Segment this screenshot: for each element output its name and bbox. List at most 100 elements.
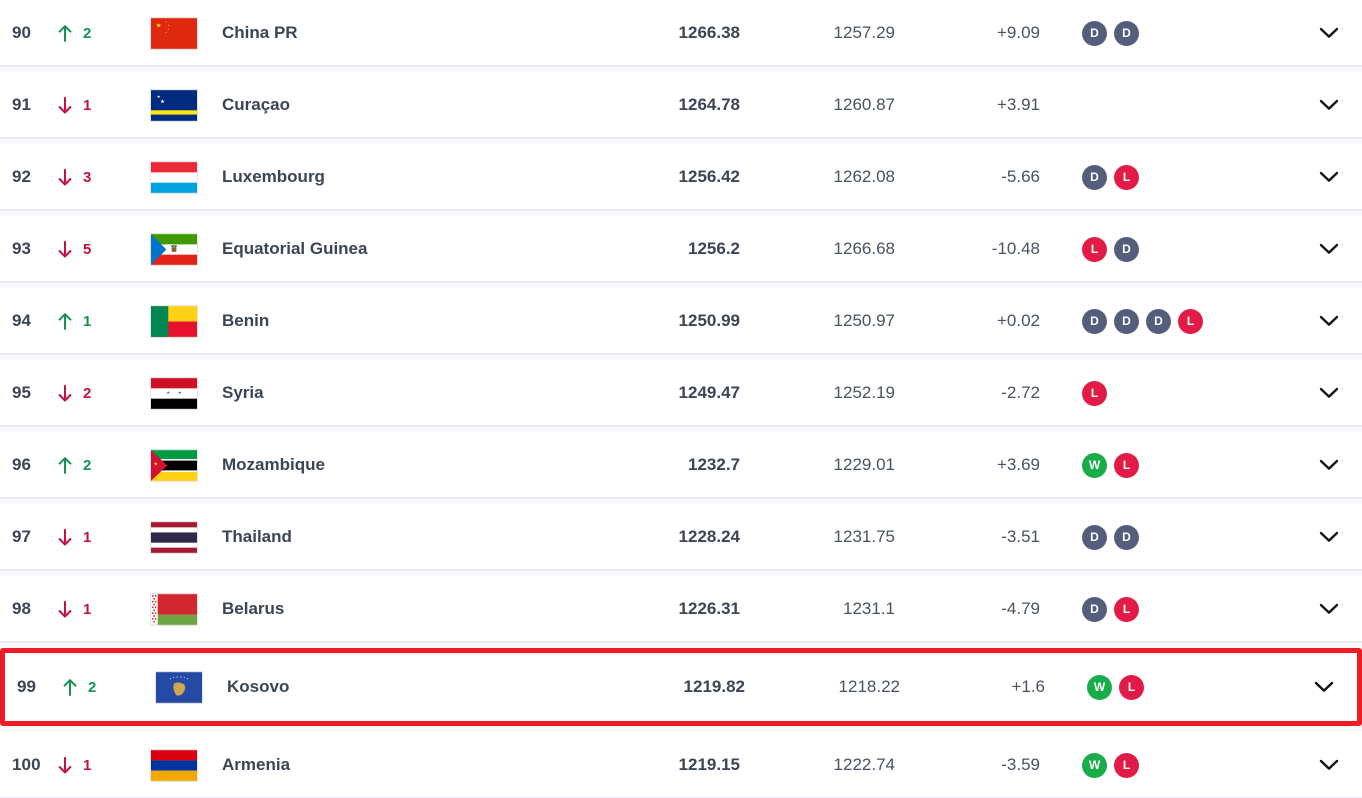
table-row[interactable]: 97 1 Thailand 1228.24 1231.75 -3.51 D D (0, 504, 1362, 570)
team-name[interactable]: Thailand (222, 527, 292, 546)
expand-row-button[interactable] (1275, 681, 1357, 693)
chevron-down-icon[interactable] (1319, 27, 1339, 39)
row-divider (0, 726, 1362, 732)
result-badge-d[interactable]: D (1146, 308, 1171, 334)
table-row[interactable]: 94 1 Benin 1250.99 1250.97 +0.02 D D D L (0, 288, 1362, 354)
expand-row-button[interactable] (1270, 759, 1362, 771)
expand-row-button[interactable] (1270, 459, 1362, 471)
thailand-flag (150, 520, 198, 554)
result-badge-d[interactable]: D (1114, 524, 1139, 550)
expand-row-button[interactable] (1270, 99, 1362, 111)
table-row[interactable]: 100 1 Armenia 1219.15 1222.74 -3.59 W L (0, 732, 1362, 798)
chevron-down-icon[interactable] (1319, 243, 1339, 255)
arrow-down-icon (58, 756, 72, 773)
expand-row-button[interactable] (1270, 243, 1362, 255)
china-pr-flag (150, 16, 198, 50)
chevron-down-icon[interactable] (1319, 315, 1339, 327)
chevron-down-icon[interactable] (1319, 387, 1339, 399)
result-badge-l[interactable]: L (1119, 674, 1144, 700)
result-badge-l[interactable]: L (1082, 380, 1107, 406)
result-badge-l[interactable]: L (1082, 236, 1107, 262)
movement-value: 2 (88, 678, 97, 696)
result-badge-d[interactable]: D (1082, 524, 1107, 550)
result-badge-d[interactable]: D (1114, 20, 1139, 46)
chevron-down-icon[interactable] (1319, 603, 1339, 615)
rank-movement: 5 (50, 240, 150, 258)
table-row[interactable]: 91 1 Curaçao 1264.78 1260.87 +3.91 (0, 72, 1362, 138)
team-flag (150, 88, 220, 122)
points-value: 1232.7 (688, 455, 740, 474)
result-badge-d[interactable]: D (1082, 308, 1107, 334)
team-name[interactable]: Equatorial Guinea (222, 239, 368, 258)
previous-points-value: 1222.74 (833, 755, 895, 774)
result-badge-l[interactable]: L (1114, 452, 1139, 478)
arrow-up-icon (58, 24, 72, 42)
arrow-down-icon (58, 168, 72, 185)
mozambique-flag (150, 448, 198, 482)
result-badge-l[interactable]: L (1114, 164, 1139, 190)
result-badge-l[interactable]: L (1114, 596, 1139, 622)
result-badge-l[interactable]: L (1178, 308, 1203, 334)
row-divider (0, 210, 1362, 216)
result-badge-d[interactable]: D (1082, 20, 1107, 46)
points-value: 1266.38 (678, 23, 740, 42)
expand-row-button[interactable] (1270, 315, 1362, 327)
result-badge-w[interactable]: W (1082, 452, 1107, 478)
team-name[interactable]: Armenia (222, 755, 291, 774)
benin-flag (150, 304, 198, 338)
row-divider (0, 354, 1362, 360)
expand-row-button[interactable] (1270, 171, 1362, 183)
previous-points-value: 1266.68 (833, 239, 895, 258)
chevron-down-icon[interactable] (1319, 531, 1339, 543)
table-row[interactable]: 99 2 Kosovo 1219.82 1218.22 +1.6 W L (0, 648, 1362, 726)
team-flag (150, 160, 220, 194)
rank-number: 92 (12, 167, 32, 186)
team-flag (150, 448, 220, 482)
table-row[interactable]: 96 2 Mozambique 1232.7 1229.01 +3.69 W L (0, 432, 1362, 498)
team-name[interactable]: Syria (222, 383, 264, 402)
chevron-down-icon[interactable] (1319, 759, 1339, 771)
result-badge-d[interactable]: D (1114, 308, 1139, 334)
team-flag (150, 592, 220, 626)
syria-flag (150, 376, 198, 410)
expand-row-button[interactable] (1270, 531, 1362, 543)
result-badge-l[interactable]: L (1114, 752, 1139, 778)
result-badge-d[interactable]: D (1114, 236, 1139, 262)
table-row[interactable]: 98 1 Belarus 1226.31 1231.1 -4.79 D L (0, 576, 1362, 642)
chevron-down-icon[interactable] (1319, 171, 1339, 183)
movement-value: 3 (83, 168, 92, 186)
expand-row-button[interactable] (1270, 387, 1362, 399)
expand-row-button[interactable] (1270, 603, 1362, 615)
result-badge-d[interactable]: D (1082, 164, 1107, 190)
movement-value: 2 (83, 384, 92, 402)
team-name[interactable]: China PR (222, 23, 298, 42)
team-name[interactable]: Curaçao (222, 95, 291, 114)
table-row[interactable]: 95 2 Syria 1249.47 1252.19 -2.72 L (0, 360, 1362, 426)
team-name[interactable]: Kosovo (227, 677, 290, 696)
chevron-down-icon[interactable] (1314, 681, 1334, 693)
table-row[interactable]: 90 2 China PR 1266.38 1257.29 +9.09 D D (0, 0, 1362, 66)
table-row[interactable]: 92 3 Luxembourg 1256.42 1262.08 -5.66 D L (0, 144, 1362, 210)
table-row[interactable]: 93 5 Equatorial Guinea 1256.2 1266.68 -10.4… (0, 216, 1362, 282)
rank-movement: 1 (50, 96, 150, 114)
chevron-down-icon[interactable] (1319, 99, 1339, 111)
rank-movement: 2 (50, 457, 150, 474)
team-name[interactable]: Mozambique (222, 455, 325, 474)
result-badge-d[interactable]: D (1082, 596, 1107, 622)
rank-number: 96 (12, 455, 32, 474)
result-badge-w[interactable]: W (1087, 674, 1112, 700)
previous-points-value: 1257.29 (833, 23, 895, 42)
row-divider (0, 138, 1362, 144)
team-name[interactable]: Belarus (222, 599, 285, 618)
chevron-down-icon[interactable] (1319, 459, 1339, 471)
row-divider (0, 642, 1362, 648)
team-name[interactable]: Benin (222, 311, 270, 330)
result-badge-w[interactable]: W (1082, 752, 1107, 778)
expand-row-button[interactable] (1270, 27, 1362, 39)
points-value: 1228.24 (678, 527, 740, 546)
team-name[interactable]: Luxembourg (222, 167, 325, 186)
points-change-value: -3.59 (1001, 755, 1040, 774)
rank-number: 93 (12, 239, 32, 258)
